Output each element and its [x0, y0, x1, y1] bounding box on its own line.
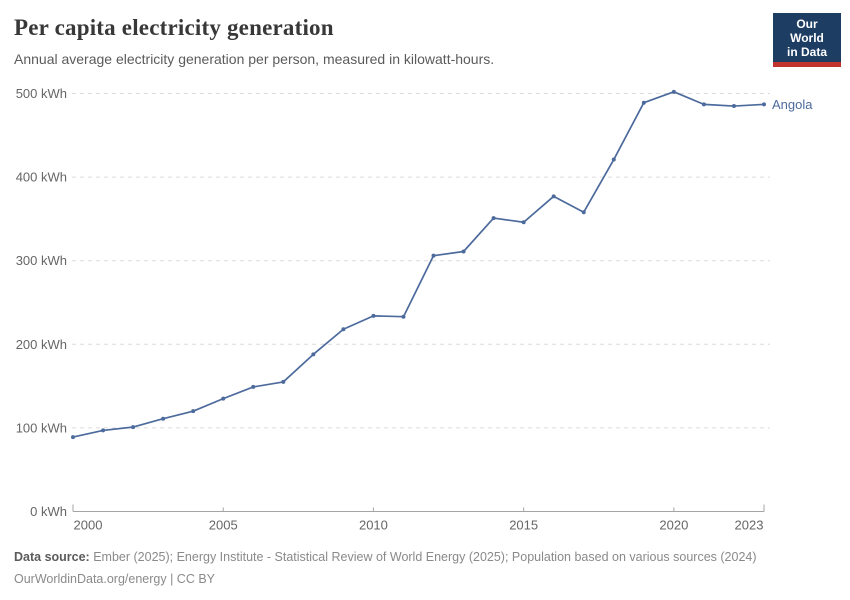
- data-source-text: Ember (2025); Energy Institute - Statist…: [93, 550, 757, 564]
- x-axis-tick-label: 2005: [209, 518, 238, 533]
- data-point: [762, 102, 766, 107]
- chart-subtitle: Annual average electricity generation pe…: [14, 51, 495, 67]
- data-point: [431, 253, 436, 258]
- data-source-line: Data source: Ember (2025); Energy Instit…: [14, 546, 836, 568]
- owid-logo-line2: in Data: [786, 45, 827, 59]
- data-point: [641, 100, 646, 105]
- data-point: [521, 220, 526, 225]
- y-axis-tick-label: 500 kWh: [16, 86, 67, 101]
- data-point: [611, 157, 616, 162]
- series-label-angola: Angola: [772, 97, 813, 112]
- data-point: [191, 409, 196, 414]
- data-point: [221, 396, 226, 401]
- data-point: [161, 416, 166, 421]
- data-point: [251, 384, 256, 389]
- chart-header: Per capita electricity generation Annual…: [14, 13, 850, 68]
- x-axis-tick-label: 2020: [659, 518, 688, 533]
- x-axis-tick-label: 2023: [735, 518, 764, 533]
- owid-logo-line1: Our World: [790, 17, 824, 45]
- x-axis-tick-label: 2015: [509, 518, 538, 533]
- data-point: [131, 425, 136, 430]
- data-point: [461, 249, 466, 254]
- data-point: [671, 89, 676, 94]
- data-point: [731, 104, 736, 109]
- data-source-label: Data source:: [14, 550, 90, 564]
- y-axis-tick-label: 300 kWh: [16, 253, 67, 268]
- data-point: [581, 210, 586, 215]
- y-axis-tick-label: 100 kWh: [16, 420, 67, 435]
- data-point: [371, 313, 376, 318]
- data-point: [401, 314, 406, 319]
- data-point: [311, 352, 316, 357]
- x-axis-tick-label: 2010: [359, 518, 388, 533]
- data-point: [281, 379, 286, 384]
- data-point: [551, 194, 556, 199]
- y-axis-tick-label: 400 kWh: [16, 170, 67, 185]
- data-point: [491, 216, 496, 221]
- chart-footer: Data source: Ember (2025); Energy Instit…: [14, 546, 836, 590]
- owid-logo: Our World in Data: [773, 13, 841, 67]
- data-line-angola: [72, 90, 765, 438]
- data-point: [71, 435, 75, 440]
- y-axis-tick-label: 200 kWh: [16, 337, 67, 352]
- attribution: OurWorldinData.org/energy | CC BY: [14, 572, 216, 586]
- page-title: Per capita electricity generation: [14, 15, 334, 40]
- data-point: [701, 102, 706, 107]
- data-point: [101, 428, 106, 433]
- x-axis-tick-label: 2000: [74, 518, 103, 533]
- y-axis-tick-label: 0 kWh: [30, 504, 67, 519]
- data-point: [341, 327, 346, 332]
- line-chart: 0 kWh 100 kWh 200 kWh 300 kWh 400 kWh 500 kWh…: [16, 86, 814, 533]
